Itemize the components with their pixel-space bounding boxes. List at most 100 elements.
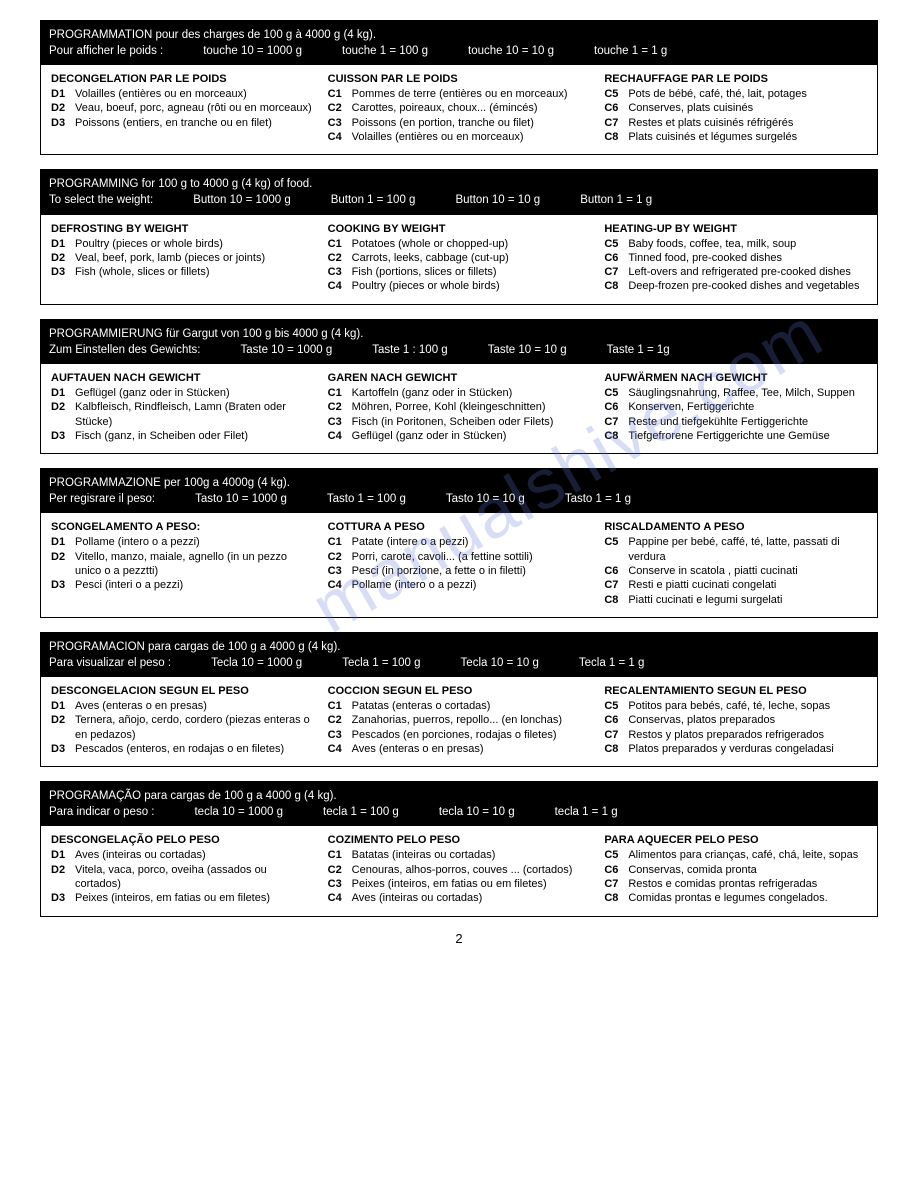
item-text: Reste und tiefgekühlte Fertiggerichte [628, 415, 867, 429]
column-title: CUISSON PAR LE POIDS [328, 73, 591, 85]
column: AUFTAUEN NACH GEWICHT D1Geflügel (ganz od… [51, 372, 314, 443]
language-section: PROGRAMMING for 100 g to 4000 g (4 kg) o… [40, 169, 878, 304]
list-item: C1Patate (intere o a pezzi) [328, 535, 591, 549]
header-button-row: Pour afficher le poids :touche 10 = 1000… [49, 43, 869, 59]
list-item: D1Aves (inteiras ou cortadas) [51, 848, 314, 862]
list-item: C8Comidas prontas e legumes congelados. [604, 891, 867, 905]
header-button-label: tecla 1 = 100 g [323, 804, 399, 820]
item-text: Kartoffeln (ganz oder in Stücken) [352, 386, 591, 400]
item-text: Ternera, añojo, cerdo, cordero (piezas e… [75, 713, 314, 742]
list-item: D1Aves (enteras o en presas) [51, 699, 314, 713]
list-item: C5Alimentos para crianças, café, chá, le… [604, 848, 867, 862]
item-text: Tiefgefrorene Fertiggerichte une Gemüse [628, 429, 867, 443]
section-header: PROGRAMACION para cargas de 100 g a 4000… [41, 633, 877, 677]
list-item: C5Pappine per bebé, caffé, té, latte, pa… [604, 535, 867, 564]
language-section: PROGRAMMATION pour des charges de 100 g … [40, 20, 878, 155]
column-title: RISCALDAMENTO A PESO [604, 521, 867, 533]
list-item: D3Fisch (ganz, in Scheiben oder Filet) [51, 429, 314, 443]
item-code: D2 [51, 251, 75, 265]
item-text: Veal, beef, pork, lamb (pieces or joints… [75, 251, 314, 265]
header-button-label: Button 1 = 1 g [580, 192, 652, 208]
list-item: C6Conserves, plats cuisinés [604, 101, 867, 115]
item-code: C3 [328, 265, 352, 279]
item-code: D2 [51, 863, 75, 892]
list-item: C6Konserven, Fertiggerichte [604, 400, 867, 414]
header-button-label: Button 10 = 1000 g [193, 192, 291, 208]
header-button-label: Taste 10 = 10 g [488, 342, 567, 358]
item-text: Pollame (intero o a pezzi) [352, 578, 591, 592]
item-code: C6 [604, 564, 628, 578]
section-header: PROGRAMMAZIONE per 100g a 4000g (4 kg).P… [41, 469, 877, 513]
column-title: AUFTAUEN NACH GEWICHT [51, 372, 314, 384]
item-text: Säuglingsnahrung, Raffee, Tee, Milch, Su… [628, 386, 867, 400]
item-text: Potatoes (whole or chopped-up) [352, 237, 591, 251]
item-code: C3 [328, 415, 352, 429]
item-text: Conservas, comida pronta [628, 863, 867, 877]
column-title: COZIMENTO PELO PESO [328, 834, 591, 846]
list-item: C2Carrots, leeks, cabbage (cut-up) [328, 251, 591, 265]
item-code: C6 [604, 251, 628, 265]
column: RECALENTAMIENTO SEGUN EL PESOC5Potitos p… [604, 685, 867, 756]
item-text: Konserven, Fertiggerichte [628, 400, 867, 414]
header-button-label: Tasto 1 = 1 g [565, 491, 631, 507]
page-number: 2 [40, 931, 878, 946]
item-text: Pesci (in porzione, a fette o in filetti… [352, 564, 591, 578]
item-code: D1 [51, 535, 75, 549]
header-button-label: Tasto 10 = 10 g [446, 491, 525, 507]
header-button-label: Taste 1 = 1g [607, 342, 670, 358]
column: COTTURA A PESOC1Patate (intere o a pezzi… [328, 521, 591, 606]
item-text: Poultry (pieces or whole birds) [75, 237, 314, 251]
section-body: DESCONGELACION SEGUN EL PESOD1Aves (ente… [41, 677, 877, 766]
item-text: Poultry (pieces or whole birds) [352, 279, 591, 293]
sections-container: PROGRAMMATION pour des charges de 100 g … [40, 20, 878, 917]
item-text: Restos y platos preparados refrigerados [628, 728, 867, 742]
section-body: SCONGELAMENTO A PESO: D1 Pollame (intero o… [41, 513, 877, 616]
item-code: C5 [604, 535, 628, 564]
list-item: D3Pescados (enteros, en rodajas o en fil… [51, 742, 314, 756]
item-code: C7 [604, 265, 628, 279]
column: COOKING BY WEIGHTC1Potatoes (whole or ch… [328, 223, 591, 294]
list-item: D2Veal, beef, pork, lamb (pieces or join… [51, 251, 314, 265]
section-header: PROGRAMMING for 100 g to 4000 g (4 kg) o… [41, 170, 877, 214]
header-title: PROGRAMMING for 100 g to 4000 g (4 kg) o… [49, 176, 869, 192]
header-button-label: Tecla 10 = 10 g [461, 655, 539, 671]
item-code: C4 [328, 130, 352, 144]
item-text: Patate (intere o a pezzi) [352, 535, 591, 549]
item-code: D3 [51, 578, 75, 592]
item-code: C8 [604, 429, 628, 443]
item-text: Baby foods, coffee, tea, milk, soup [628, 237, 867, 251]
item-text: Pescados (enteros, en rodajas o en filet… [75, 742, 314, 756]
list-item: C1Kartoffeln (ganz oder in Stücken) [328, 386, 591, 400]
item-code: C5 [604, 386, 628, 400]
header-button-label: Button 1 = 100 g [331, 192, 416, 208]
item-code: D1 [51, 87, 75, 101]
list-item: D1Geflügel (ganz oder in Stücken) [51, 386, 314, 400]
item-text: Comidas prontas e legumes congelados. [628, 891, 867, 905]
list-item: C3Fish (portions, slices or fillets) [328, 265, 591, 279]
header-button-row: Per regisrare il peso:Tasto 10 = 1000 gT… [49, 491, 869, 507]
item-code: C4 [328, 429, 352, 443]
section-body: AUFTAUEN NACH GEWICHT D1Geflügel (ganz od… [41, 364, 877, 453]
column-title: PARA AQUECER PELO PESO [604, 834, 867, 846]
header-button-label: Tasto 10 = 1000 g [195, 491, 287, 507]
column: HEATING-UP BY WEIGHTC5Baby foods, coffee… [604, 223, 867, 294]
list-item: D2Ternera, añojo, cerdo, cordero (piezas… [51, 713, 314, 742]
list-item: C2Carottes, poireaux, choux... (émincés) [328, 101, 591, 115]
header-button-label: Taste 1 : 100 g [372, 342, 447, 358]
item-code: D3 [51, 742, 75, 756]
item-code: C1 [328, 699, 352, 713]
item-text: Poissons (entiers, en tranche ou en file… [75, 116, 314, 130]
item-text: Plats cuisinés et légumes surgelés [628, 130, 867, 144]
item-code: C5 [604, 848, 628, 862]
column-title: HEATING-UP BY WEIGHT [604, 223, 867, 235]
column: COZIMENTO PELO PESOC1Batatas (inteiras o… [328, 834, 591, 905]
list-item: C8Tiefgefrorene Fertiggerichte une Gemüs… [604, 429, 867, 443]
list-item: C3Peixes (inteiros, em fatias ou em file… [328, 877, 591, 891]
list-item: D2Veau, boeuf, porc, agneau (rôti ou en … [51, 101, 314, 115]
column-title: SCONGELAMENTO A PESO: [51, 521, 314, 533]
section-body: DESCONGELAÇÃO PELO PESOD1Aves (inteiras … [41, 826, 877, 915]
column-title: COCCION SEGUN EL PESO [328, 685, 591, 697]
item-text: Geflügel (ganz oder in Stücken) [75, 386, 314, 400]
item-code: C7 [604, 728, 628, 742]
column: DESCONGELAÇÃO PELO PESOD1Aves (inteiras … [51, 834, 314, 905]
